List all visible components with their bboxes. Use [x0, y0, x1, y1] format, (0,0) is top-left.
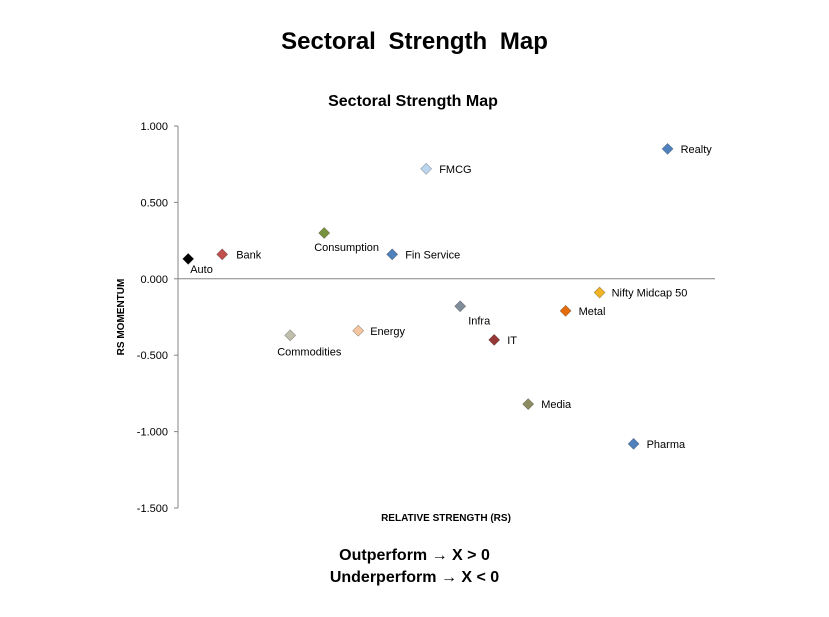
point-bank — [216, 248, 229, 261]
y-tick-label: -1.500 — [137, 503, 168, 515]
point-realty — [661, 142, 674, 155]
point-infra — [454, 300, 467, 313]
point-label-bank: Bank — [236, 249, 262, 261]
y-axis-ticks: 1.000 0.500 0.000 -0.500 -1.000 -1.500 — [137, 121, 178, 515]
point-label-fmcg: FMCG — [439, 164, 471, 176]
point-auto — [182, 253, 195, 265]
x-axis-title: RELATIVE STRENGTH (RS) — [381, 513, 511, 524]
point-media — [522, 398, 535, 411]
y-axis-title: RS MOMENTUM — [116, 279, 127, 356]
point-metal — [559, 304, 572, 317]
point-it — [488, 333, 501, 346]
point-label-commodities: Commodities — [277, 346, 342, 358]
point-label-realty: Realty — [681, 144, 713, 156]
point-fmcg — [420, 162, 433, 175]
y-tick-label: -0.500 — [137, 350, 168, 362]
y-tick-label: 1.000 — [140, 121, 168, 133]
footer-line-underperform: Underperform → X < 0 — [329, 569, 500, 586]
point-label-nifty-midcap-50: Nifty Midcap 50 — [612, 288, 688, 300]
footer-note: Outperform → X > 0 Underperform → X < 0 — [0, 545, 829, 589]
chart-title: Sectoral Strength Map — [328, 93, 498, 110]
footer-line-outperform: Outperform → X > 0 — [339, 547, 490, 564]
page-title: Sectoral Strength Map — [281, 28, 548, 55]
point-label-infra: Infra — [468, 315, 491, 327]
point-label-energy: Energy — [370, 326, 405, 338]
point-label-consumption: Consumption — [314, 242, 379, 254]
data-points: Auto Bank Consumption FMCG Fin Service Realty… — [182, 142, 713, 451]
point-energy — [352, 324, 365, 337]
point-nifty-midcap-50 — [593, 286, 606, 299]
point-consumption — [318, 227, 331, 239]
y-tick-label: -1.000 — [137, 427, 168, 439]
point-label-pharma: Pharma — [647, 439, 686, 451]
point-label-metal: Metal — [579, 306, 606, 318]
point-label-media: Media — [541, 399, 572, 411]
point-pharma — [627, 437, 640, 450]
point-label-auto: Auto — [190, 264, 213, 276]
y-tick-label: 0.500 — [140, 197, 168, 209]
y-tick-label: 0.000 — [140, 274, 168, 286]
point-commodities — [284, 329, 297, 342]
point-label-it: IT — [507, 335, 517, 347]
point-fin-service — [386, 248, 399, 261]
point-label-fin-service: Fin Service — [405, 249, 460, 261]
